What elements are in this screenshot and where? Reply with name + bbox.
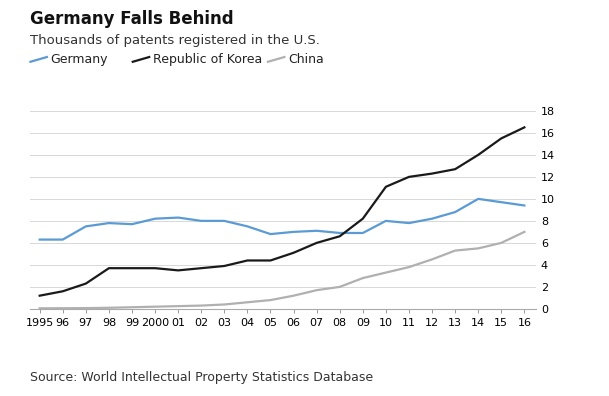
Text: Germany: Germany bbox=[51, 53, 108, 66]
Text: Thousands of patents registered in the U.S.: Thousands of patents registered in the U… bbox=[30, 34, 320, 47]
Text: China: China bbox=[288, 53, 324, 66]
Text: Germany Falls Behind: Germany Falls Behind bbox=[30, 10, 234, 28]
Text: Source: World Intellectual Property Statistics Database: Source: World Intellectual Property Stat… bbox=[30, 371, 373, 384]
Text: Republic of Korea: Republic of Korea bbox=[153, 53, 262, 66]
